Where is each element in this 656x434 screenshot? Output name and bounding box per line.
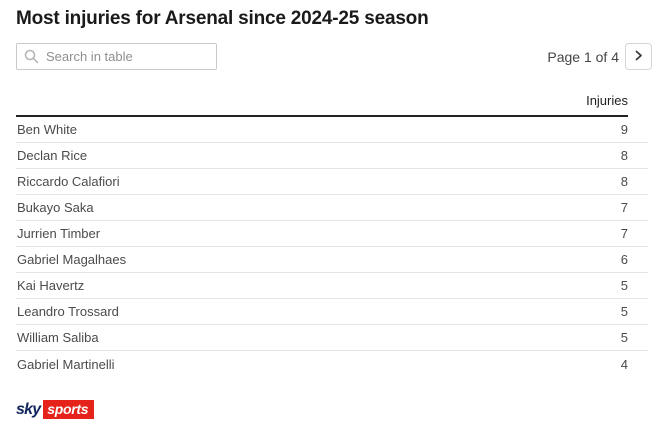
table-row: Kai Havertz 5: [16, 273, 648, 299]
injury-count: 7: [620, 226, 628, 241]
search-box[interactable]: [16, 43, 217, 70]
player-name: Riccardo Calafiori: [17, 174, 120, 189]
injury-count: 4: [620, 356, 628, 372]
injury-count: 8: [620, 148, 628, 163]
page-title: Most injuries for Arsenal since 2024-25 …: [16, 8, 429, 29]
table-row: Riccardo Calafiori 8: [16, 169, 648, 195]
table-row: Leandro Trossard 5: [16, 299, 648, 325]
injury-table-widget: Most injuries for Arsenal since 2024-25 …: [16, 8, 656, 419]
chevron-right-icon: [633, 49, 644, 64]
injuries-table: Injuries Ben White 9 Declan Rice 8 Ricca…: [16, 93, 648, 377]
toolbar: Page 1 of 4: [16, 43, 652, 70]
table-header-row: Injuries: [16, 93, 628, 117]
injury-count: 9: [620, 122, 628, 137]
table-row: Jurrien Timber 7: [16, 221, 648, 247]
injuries-column-header[interactable]: Injuries: [586, 93, 628, 108]
injury-count: 8: [620, 174, 628, 189]
player-name: Gabriel Magalhaes: [17, 252, 127, 267]
sky-logo-text: sky: [16, 400, 41, 418]
footer: sky sports: [16, 400, 656, 419]
player-name: Kai Havertz: [17, 278, 85, 293]
injury-count: 7: [620, 200, 628, 215]
player-name: Declan Rice: [17, 148, 88, 163]
player-name: Jurrien Timber: [17, 226, 101, 241]
pagination: Page 1 of 4: [547, 43, 652, 70]
table-body: Ben White 9 Declan Rice 8 Riccardo Calaf…: [16, 117, 648, 377]
search-input[interactable]: [16, 43, 217, 70]
table-row: Gabriel Magalhaes 6: [16, 247, 648, 273]
player-name: Ben White: [17, 122, 77, 137]
table-row: William Saliba 5: [16, 325, 648, 351]
player-name: Bukayo Saka: [17, 200, 94, 215]
table-row: Bukayo Saka 7: [16, 195, 648, 221]
injury-count: 5: [620, 330, 628, 345]
table-row: Gabriel Martinelli 4: [16, 351, 648, 377]
injury-count: 5: [620, 304, 628, 319]
table-row: Ben White 9: [16, 117, 648, 143]
player-name: Gabriel Martinelli: [17, 356, 115, 372]
injury-count: 6: [620, 252, 628, 267]
next-page-button[interactable]: [625, 43, 652, 70]
table-row: Declan Rice 8: [16, 143, 648, 169]
injury-count: 5: [620, 278, 628, 293]
player-name: William Saliba: [17, 330, 99, 345]
player-name: Leandro Trossard: [17, 304, 119, 319]
sky-sports-logo: sky sports: [16, 400, 95, 419]
pagination-label: Page 1 of 4: [547, 48, 619, 65]
sports-logo-text: sports: [43, 400, 95, 419]
